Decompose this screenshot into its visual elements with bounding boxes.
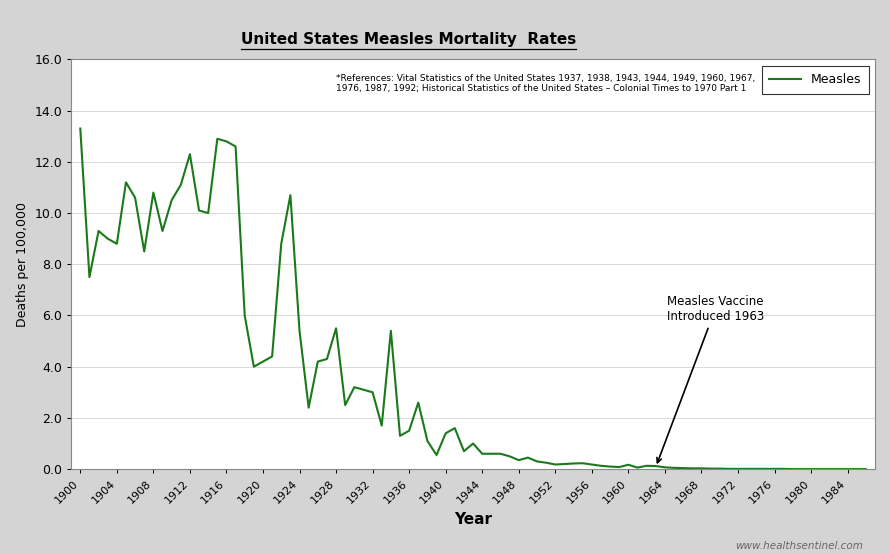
Measles	[248, 363, 259, 370]
Measles	[861, 466, 871, 473]
Text: United States Measles Mortality  Rates: United States Measles Mortality Rates	[241, 32, 577, 47]
Measles	[75, 125, 85, 132]
Text: www.healthsentinel.com: www.healthsentinel.com	[735, 541, 863, 551]
Measles	[203, 210, 214, 217]
Measles	[468, 440, 479, 447]
Measles	[715, 465, 725, 472]
Text: *References: Vital Statistics of the United States 1937, 1938, 1943, 1944, 1949,: *References: Vital Statistics of the Uni…	[336, 74, 756, 93]
Line: Measles: Measles	[80, 129, 866, 469]
Y-axis label: Deaths per 100,000: Deaths per 100,000	[16, 202, 28, 327]
Measles	[303, 404, 314, 411]
Text: Measles Vaccine
Introduced 1963: Measles Vaccine Introduced 1963	[657, 295, 764, 463]
X-axis label: Year: Year	[454, 512, 492, 527]
Legend: Measles: Measles	[762, 66, 869, 94]
Measles	[788, 466, 798, 473]
Measles	[404, 427, 415, 434]
